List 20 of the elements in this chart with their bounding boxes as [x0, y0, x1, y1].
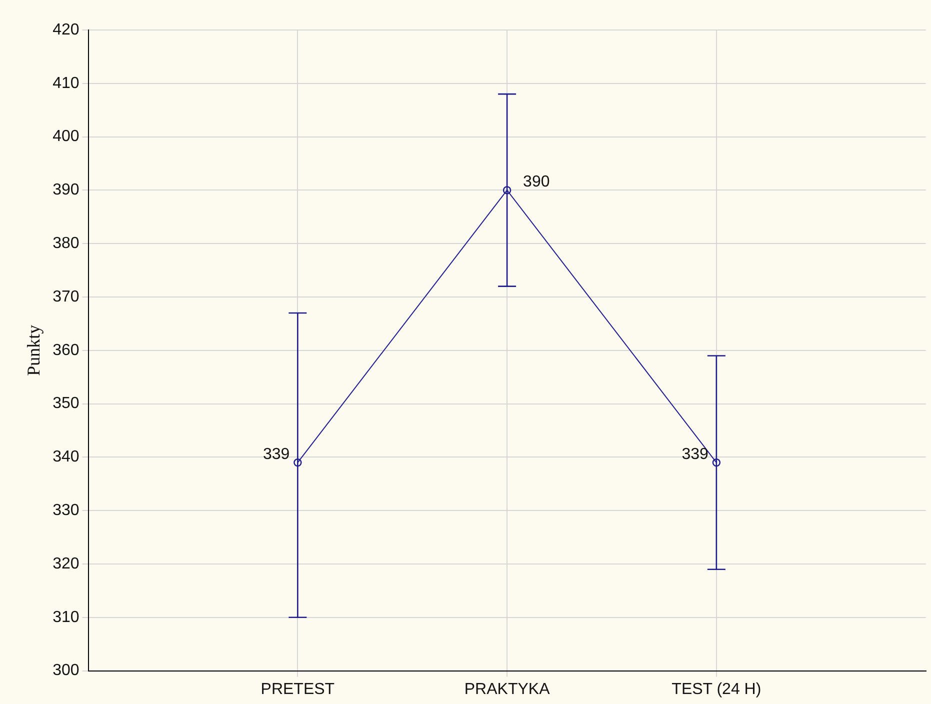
- y-tick-label: 350: [52, 395, 80, 412]
- y-tick-label: 410: [52, 74, 80, 92]
- x-tick-label: PRETEST: [260, 680, 335, 698]
- y-tick-label: 400: [52, 128, 80, 146]
- x-tick-label: PRAKTYKA: [464, 680, 550, 698]
- data-label: 339: [682, 446, 709, 463]
- y-tick-label: 380: [52, 235, 80, 252]
- y-tick-label: 360: [52, 342, 80, 359]
- data-label: 339: [262, 446, 290, 463]
- y-tick-label: 300: [52, 662, 80, 680]
- y-tick-label: 340: [52, 448, 80, 466]
- y-tick-label: 420: [52, 21, 80, 38]
- y-tick-label: 310: [52, 608, 80, 626]
- y-tick-label: 390: [52, 182, 80, 199]
- y-tick-label: 330: [52, 502, 80, 520]
- y-tick-label: 370: [52, 288, 80, 306]
- x-tick-label: TEST (24 H): [672, 680, 762, 698]
- y-axis-title: Punkty: [24, 324, 44, 376]
- y-tick-label: 320: [52, 555, 80, 572]
- data-label: 390: [523, 174, 550, 191]
